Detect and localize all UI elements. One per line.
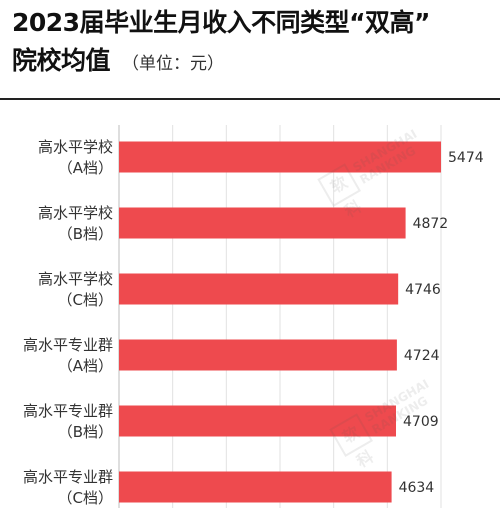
bar-value-label: 4634	[399, 480, 435, 496]
category-label: 高水平学校	[38, 204, 113, 222]
category-label: （B档）	[58, 225, 113, 243]
bar	[119, 339, 397, 371]
category-label: 高水平专业群	[23, 468, 113, 486]
title-divider	[0, 98, 500, 100]
category-label: （C档）	[58, 489, 113, 507]
bar-value-label: 4872	[413, 216, 449, 232]
category-label: 高水平学校	[38, 138, 113, 156]
bar-value-label: 4746	[405, 282, 441, 298]
bar	[119, 141, 441, 173]
chart-title-line1: 2023届毕业生月收入不同类型“双高”	[12, 8, 430, 37]
category-label: 高水平学校	[38, 270, 113, 288]
bar-value-label: 4709	[403, 414, 439, 430]
category-label: （C档）	[58, 291, 113, 309]
category-label: 高水平专业群	[23, 402, 113, 420]
category-label: （A档）	[58, 159, 113, 177]
bar	[119, 273, 399, 305]
category-label: 高水平专业群	[23, 336, 113, 354]
bar-value-label: 4724	[404, 348, 440, 364]
bar-value-label: 5474	[448, 150, 484, 166]
category-label: （A档）	[58, 357, 113, 375]
chart-title: 2023届毕业生月收入不同类型“双高” 院校均值 （单位：元）	[12, 4, 492, 83]
bar	[119, 405, 396, 437]
chart-unit-label: （单位：元）	[122, 54, 225, 74]
chart-title-line2: 院校均值 （单位：元）	[12, 42, 492, 83]
bar	[119, 207, 406, 239]
category-label: （B档）	[58, 423, 113, 441]
chart-title-line2-main: 院校均值	[12, 46, 111, 75]
bar	[119, 471, 392, 503]
